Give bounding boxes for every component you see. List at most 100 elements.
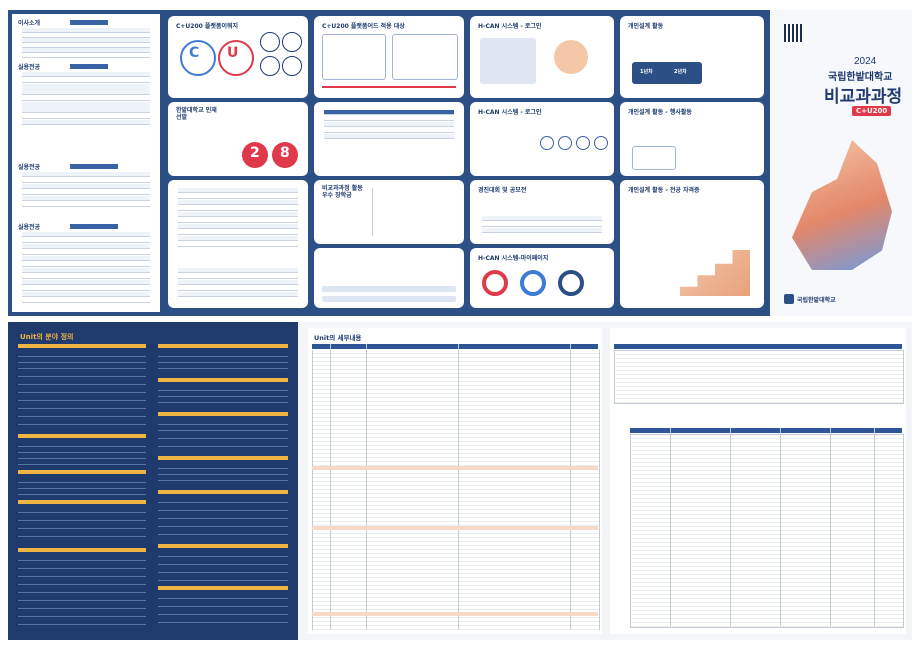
brochure-outer-sheet: 이사소개 실용전공 실용전공 실용전공 xyxy=(8,10,912,316)
c-circle xyxy=(180,40,216,76)
brochure-inner-sheet: Unit의 분야 정의 xyxy=(8,322,912,640)
panel-title: C+U200 플랫폼이뭐지 xyxy=(176,23,239,30)
panel-title: 비교과과정 활동 우수 장학금 xyxy=(322,185,363,199)
detail-table xyxy=(614,350,904,404)
panel-contest: 경진대회 및 공모전 xyxy=(470,180,614,244)
icon-circle xyxy=(260,32,280,52)
timeline-line xyxy=(322,86,456,88)
column-divider xyxy=(570,344,571,630)
highlight-row xyxy=(312,466,598,470)
section-title: 실용전공 xyxy=(18,164,41,171)
note-box xyxy=(372,188,459,236)
page-title: Unit의 분야 정의 xyxy=(20,333,74,341)
unit-detail-page-2 xyxy=(610,328,906,634)
left-page: 이사소개 실용전공 실용전공 실용전공 xyxy=(12,14,160,312)
panel-title: 경진대회 및 공모전 xyxy=(478,187,527,194)
panel-title: 개인설계 활동 - 전공 자격증 xyxy=(628,187,700,194)
stat-circle xyxy=(242,142,268,168)
year-box xyxy=(632,62,702,84)
icon-circle xyxy=(260,56,280,76)
table-header xyxy=(630,428,902,433)
panel-grade xyxy=(314,102,464,176)
building-illustration xyxy=(792,140,892,270)
panel-title: 한밭대학교 인재 선발 xyxy=(176,107,217,121)
column-divider xyxy=(366,344,367,630)
table-header xyxy=(312,344,598,349)
column-divider xyxy=(874,428,875,626)
section-title: 실용전공 xyxy=(18,224,41,231)
panel-mypage: H-CAN 시스템-마이페이지 xyxy=(470,248,614,308)
highlight-row xyxy=(312,526,598,530)
column-divider xyxy=(730,428,731,626)
panel-info xyxy=(314,248,464,308)
panel-title: H-CAN 시스템 - 로그인 xyxy=(478,109,542,116)
screenshot-thumb xyxy=(480,38,536,84)
icon-circle xyxy=(282,56,302,76)
flow-icon xyxy=(558,136,572,150)
donut-chart xyxy=(558,270,584,296)
year-label: 2년차 xyxy=(674,69,687,75)
column-divider xyxy=(458,344,459,630)
panel-title: H-CAN 시스템 - 로그인 xyxy=(478,23,542,30)
stat-number: 8 xyxy=(280,145,290,161)
panel-title: C+U200 플랫폼어드 적용 대상 xyxy=(322,23,405,30)
activity-box xyxy=(632,146,676,170)
flow-icon xyxy=(594,136,608,150)
u-letter: U xyxy=(227,45,239,61)
unit-definition-page: Unit의 분야 정의 xyxy=(8,322,298,640)
panel-selection: 한밭대학교 인재 선발 2 8 xyxy=(168,102,308,176)
cover-university: 국립한밭대학교 xyxy=(828,72,893,83)
panel-title: 개인설계 활동 xyxy=(628,23,664,30)
flow-icon xyxy=(540,136,554,150)
panel-title: 개인설계 활동 - 행사활동 xyxy=(628,109,692,116)
column-divider xyxy=(330,344,331,630)
c-letter: C xyxy=(189,45,200,61)
detail-table xyxy=(630,434,904,628)
section-bar xyxy=(70,64,108,69)
section-title: 실용전공 xyxy=(18,64,41,71)
page-title: Unit의 세부내용 xyxy=(314,334,362,342)
stat-circle xyxy=(272,142,298,168)
panel-scholarship: 비교과과정 활동 우수 장학금 xyxy=(314,180,464,244)
table-header xyxy=(614,344,902,349)
flow-icon xyxy=(576,136,590,150)
panel-certificate: 개인설계 활동 - 전공 자격증 xyxy=(620,180,764,308)
panel-title: H-CAN 시스템-마이페이지 xyxy=(478,255,549,262)
panel-hcan-login: H-CAN 시스템 - 로그인 xyxy=(470,16,614,98)
section-bar xyxy=(70,224,118,229)
column-divider xyxy=(830,428,831,626)
unit-detail-page: Unit의 세부내용 xyxy=(308,328,602,634)
logo-icon xyxy=(784,294,794,304)
panel-platform: C+U200 플랫폼이뭐지 C U xyxy=(168,16,308,98)
info-line xyxy=(322,286,456,292)
panel-hcan-login-2: H-CAN 시스템 - 로그인 xyxy=(470,102,614,176)
cover-page: 2024 국립한밭대학교 비교과과정 C+U200 국립한밭대학교 xyxy=(770,10,912,316)
section-bar xyxy=(70,164,118,169)
icon-circle xyxy=(282,32,302,52)
cover-year: 2024 xyxy=(854,56,877,67)
column-divider xyxy=(670,428,671,626)
panel-event-activity: 개인설계 활동 - 행사활동 xyxy=(620,102,764,176)
qr-code-icon xyxy=(784,24,802,42)
target-box xyxy=(392,34,458,80)
target-box xyxy=(322,34,386,80)
info-line xyxy=(322,296,456,302)
highlight-row xyxy=(312,612,598,616)
logo-text: 국립한밭대학교 xyxy=(797,297,836,304)
year-label: 1년차 xyxy=(640,69,653,75)
stairs-illustration xyxy=(680,250,750,296)
donut-chart xyxy=(520,270,546,296)
detail-table xyxy=(312,350,600,630)
panel-awards xyxy=(168,180,308,308)
person-illustration xyxy=(554,40,588,74)
cover-badge: C+U200 xyxy=(852,106,892,116)
section-bar xyxy=(70,20,108,25)
panel-targets: C+U200 플랫폼어드 적용 대상 xyxy=(314,16,464,98)
u-circle xyxy=(218,40,254,76)
cover-title: 비교과과정 xyxy=(824,87,903,107)
column-divider xyxy=(780,428,781,626)
section-title: 이사소개 xyxy=(18,20,41,27)
donut-chart xyxy=(482,270,508,296)
panel-design-activity: 개인설계 활동 1년차 2년차 xyxy=(620,16,764,98)
stat-number: 2 xyxy=(250,145,260,161)
